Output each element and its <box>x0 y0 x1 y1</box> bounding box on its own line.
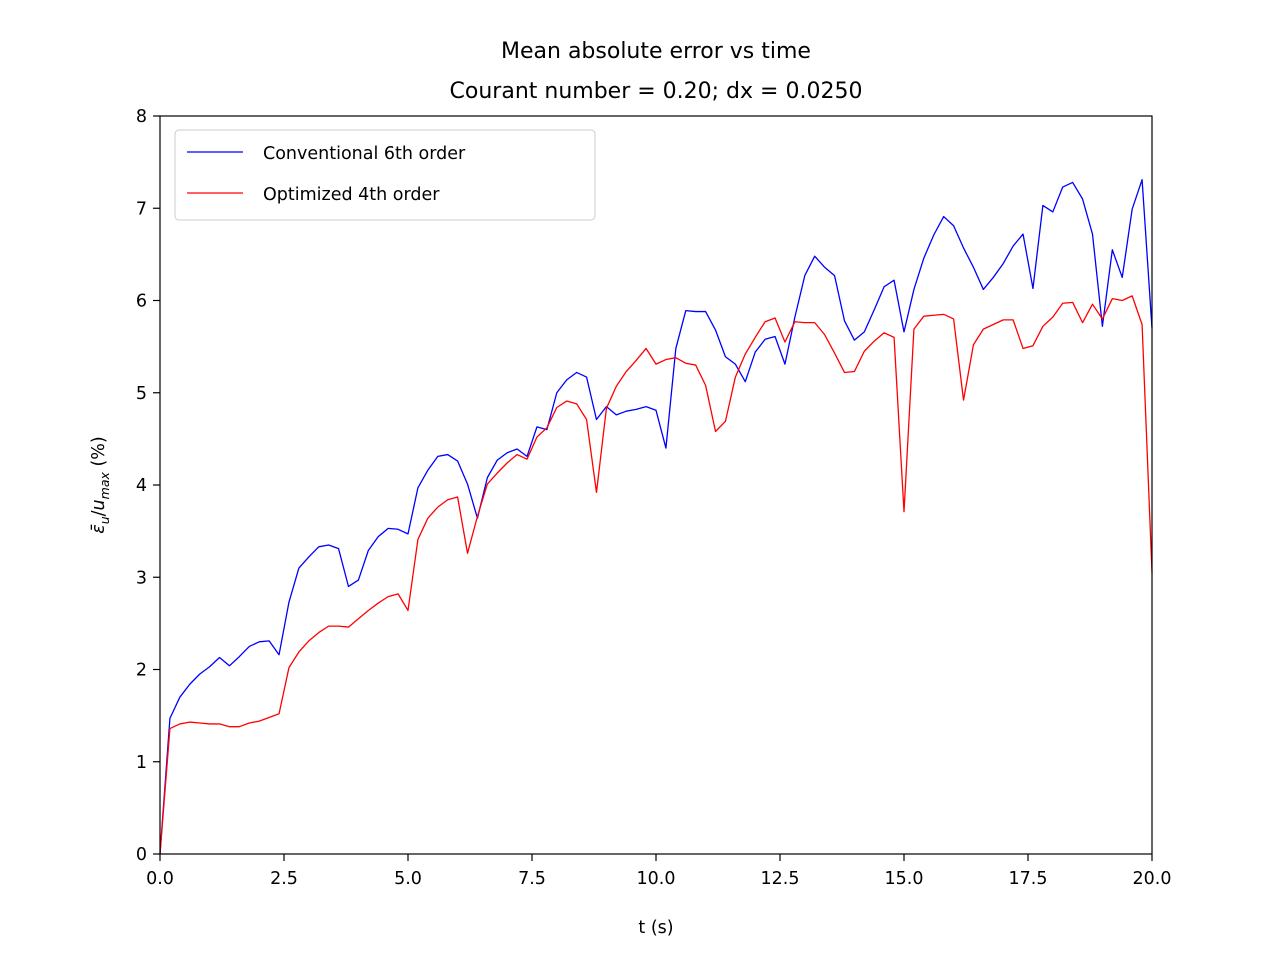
y-tick-label: 8 <box>136 107 147 127</box>
series-line-0 <box>159 178 1153 855</box>
y-tick-label: 0 <box>136 845 147 865</box>
legend: Conventional 6th order Optimized 4th ord… <box>174 129 596 221</box>
legend-label-conventional: Conventional 6th order <box>263 144 466 164</box>
x-axis-ticks: 0.0 2.5 5.0 7.5 10.0 12.5 15.0 17.5 20.0 <box>146 854 1171 889</box>
x-tick-label: 5.0 <box>394 869 422 889</box>
y-tick-label: 1 <box>136 753 147 773</box>
x-tick-label: 10.0 <box>637 869 676 889</box>
y-tick-label: 7 <box>136 199 147 219</box>
y-axis-label-unit: (%) <box>89 436 109 472</box>
x-tick-label: 12.5 <box>761 869 800 889</box>
y-tick-label: 6 <box>136 292 147 312</box>
x-tick-label: 2.5 <box>270 869 298 889</box>
y-axis-label-eps: ε̄ <box>89 524 109 533</box>
y-tick-label: 3 <box>136 568 147 588</box>
y-tick-label: 4 <box>136 476 147 496</box>
x-tick-label: 7.5 <box>518 869 546 889</box>
plot-area <box>160 116 1152 854</box>
series-layer <box>159 178 1153 855</box>
y-axis-label: ε̄u/umax (%) <box>89 436 112 534</box>
y-axis-label-eps-sub: u <box>97 516 112 524</box>
x-axis-label: t (s) <box>638 918 673 938</box>
legend-label-optimized: Optimized 4th order <box>263 185 440 205</box>
y-tick-label: 5 <box>136 384 147 404</box>
chart-subtitle: Courant number = 0.20; dx = 0.0250 <box>450 79 863 104</box>
series-line-1 <box>159 295 1153 855</box>
x-tick-label: 17.5 <box>1009 869 1048 889</box>
y-axis-ticks: 0 1 2 3 4 5 6 7 8 <box>136 107 160 865</box>
x-tick-label: 15.0 <box>885 869 924 889</box>
x-tick-label: 20.0 <box>1133 869 1172 889</box>
legend-box <box>174 129 596 221</box>
y-axis-label-u-sub: max <box>97 472 112 500</box>
y-tick-label: 2 <box>136 661 147 681</box>
chart-title: Mean absolute error vs time <box>501 39 811 64</box>
x-tick-label: 0.0 <box>146 869 174 889</box>
y-axis-label-slash: / <box>89 510 109 516</box>
y-axis-label-u: u <box>89 499 109 510</box>
